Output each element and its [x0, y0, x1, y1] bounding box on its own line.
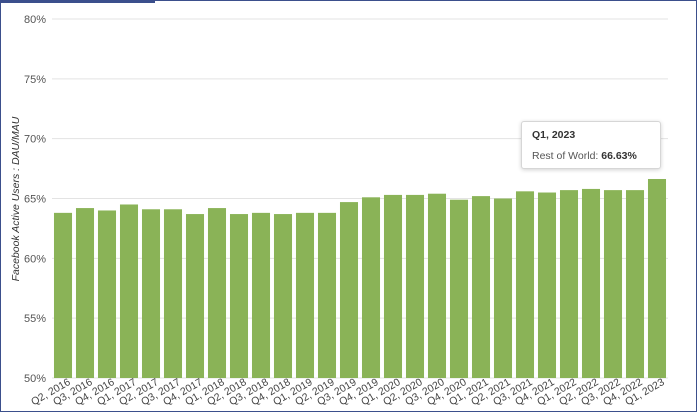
y-axis-ticks: 50% 55% 60% 65% 70% 75% 80% — [24, 14, 46, 385]
bar[interactable] — [141, 209, 161, 378]
bar[interactable] — [207, 208, 227, 378]
tooltip-value: 66.63% — [601, 150, 637, 162]
bar[interactable] — [581, 188, 601, 378]
y-tick-label: 70% — [24, 134, 46, 146]
bar[interactable] — [537, 192, 557, 378]
bar[interactable] — [427, 193, 447, 378]
bar[interactable] — [383, 194, 403, 378]
bar[interactable] — [163, 209, 183, 378]
bar[interactable] — [515, 191, 535, 378]
bar[interactable] — [449, 199, 469, 378]
bar[interactable] — [119, 204, 139, 378]
bars — [53, 178, 667, 379]
bar[interactable] — [559, 190, 579, 378]
tooltip-series-label: Rest of World: — [532, 150, 599, 162]
bar[interactable] — [273, 214, 293, 378]
top-accent-bar — [0, 0, 155, 3]
tooltip-title: Q1, 2023 — [532, 129, 576, 141]
bar[interactable] — [229, 214, 249, 378]
bar[interactable] — [317, 212, 337, 378]
bar[interactable] — [75, 208, 95, 378]
bar[interactable] — [647, 178, 667, 378]
y-tick-label: 65% — [24, 194, 46, 206]
y-tick-label: 55% — [24, 313, 46, 325]
bar[interactable] — [471, 196, 491, 378]
y-tick-label: 60% — [24, 253, 46, 265]
y-axis-label: Facebook Active Users : DAU/MAU — [10, 116, 22, 281]
bar[interactable] — [339, 202, 359, 378]
y-tick-label: 75% — [24, 74, 46, 86]
bar[interactable] — [603, 190, 623, 378]
bar[interactable] — [97, 210, 117, 378]
bar[interactable] — [295, 212, 315, 378]
bar[interactable] — [251, 212, 271, 378]
y-tick-label: 80% — [24, 14, 46, 26]
bar[interactable] — [625, 190, 645, 378]
bar[interactable] — [493, 198, 513, 379]
bar[interactable] — [53, 212, 73, 378]
tooltip-row: Rest of World: 66.63% — [532, 150, 650, 162]
bar[interactable] — [361, 197, 381, 378]
bar[interactable] — [185, 214, 205, 378]
tooltip: Q1, 2023 Rest of World: 66.63% — [521, 121, 661, 169]
bar[interactable] — [405, 194, 425, 378]
y-tick-label: 50% — [24, 373, 46, 385]
